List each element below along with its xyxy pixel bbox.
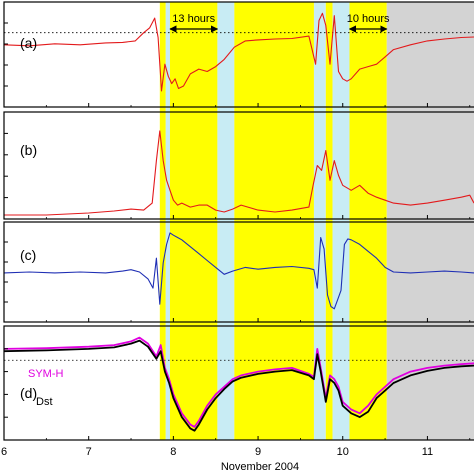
plot-series <box>3 12 474 432</box>
series-sym-h <box>3 336 474 428</box>
panel-label-c: (c) <box>20 247 36 263</box>
series-panel-3-0 <box>3 232 474 310</box>
x-axis: November 2004 6 7 8 9 10 11 <box>1 446 433 473</box>
x-tick-label-4: 10 <box>337 446 349 458</box>
series-panel-1-0 <box>3 12 474 92</box>
x-tick-label-2: 8 <box>170 446 176 458</box>
series-panel-2-0 <box>4 130 474 216</box>
panel-label-d: (d) <box>20 385 37 401</box>
panel-labels: (a) (b) (c) (d) SYM-H Dst <box>20 35 64 408</box>
panel-frame-2 <box>3 111 474 220</box>
x-axis-label: November 2004 <box>221 461 299 473</box>
highlight-band-9 <box>386 2 474 440</box>
highlight-band-6 <box>325 2 333 440</box>
duration-label-0: 13 hours <box>172 13 215 25</box>
x-tick-label-1: 7 <box>86 446 92 458</box>
highlight-band-4 <box>234 2 314 440</box>
panel-frame-3 <box>3 221 474 323</box>
x-tick-label-0: 6 <box>1 446 7 458</box>
highlight-bands <box>159 2 474 440</box>
highlight-band-2 <box>169 2 218 440</box>
panel-label-a: (a) <box>20 35 37 51</box>
highlight-band-8 <box>349 2 387 440</box>
highlight-band-0 <box>159 2 166 440</box>
panel-frame-1 <box>3 1 474 108</box>
panel-frame-4 <box>3 325 474 441</box>
panel-label-b: (b) <box>20 142 37 158</box>
highlight-band-5 <box>313 2 326 440</box>
duration-annotations: 13 hours 10 hours <box>169 13 390 33</box>
series-dst <box>3 339 474 432</box>
x-tick-label-3: 9 <box>255 446 261 458</box>
x-tick-label-5: 11 <box>422 446 433 458</box>
duration-label-1: 10 hours <box>347 13 390 25</box>
panel-frames <box>3 1 474 441</box>
highlight-band-7 <box>332 2 350 440</box>
legend-dst: Dst <box>36 396 53 408</box>
highlight-band-1 <box>165 2 170 440</box>
highlight-band-3 <box>217 2 235 440</box>
legend-symh: SYM-H <box>28 368 64 380</box>
